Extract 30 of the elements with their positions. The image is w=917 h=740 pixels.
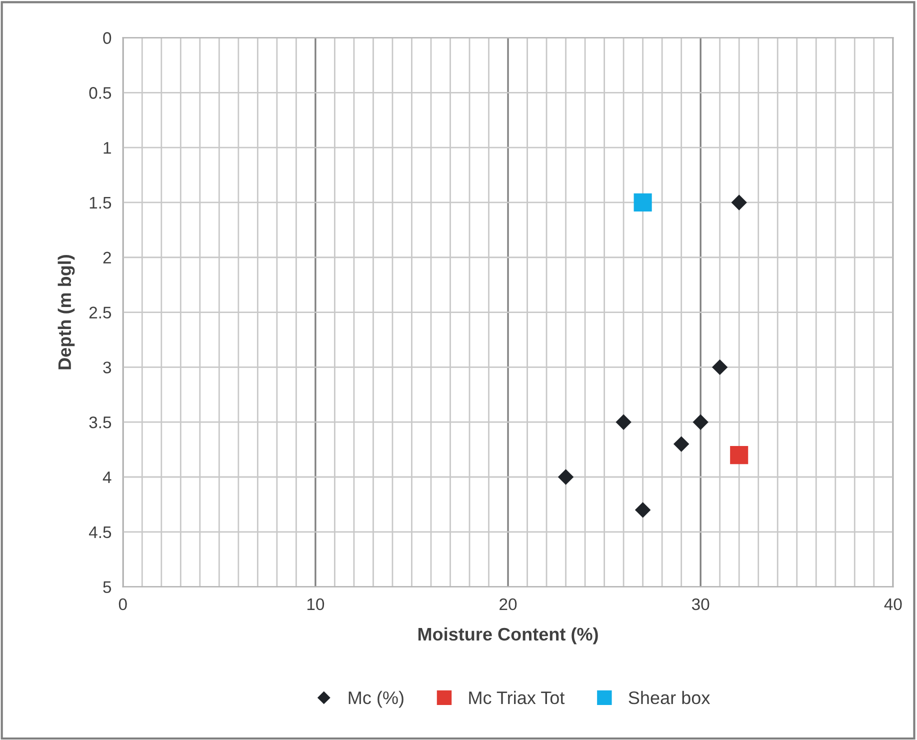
- point: [732, 194, 747, 210]
- x-tick-label: 0: [118, 598, 127, 610]
- y-tick-label: 4.5: [88, 526, 112, 538]
- x-tick-label: 30: [692, 598, 710, 610]
- y-tick-label: 0: [103, 32, 112, 44]
- y-tick-label: 4: [102, 472, 112, 484]
- legend-label: Mc Triax Tot: [469, 690, 565, 704]
- y-tick-label: 0.5: [89, 87, 112, 99]
- x-tick-label: 20: [500, 598, 517, 610]
- y-tick-label: 1.5: [90, 197, 112, 209]
- x-tick-label: 10: [307, 598, 324, 610]
- point: [693, 414, 708, 430]
- point: [634, 193, 652, 212]
- y-tick-label: 3.5: [89, 416, 112, 428]
- y-tick-label: 5: [103, 581, 112, 594]
- y-tick-label: 3: [103, 362, 112, 374]
- point: [674, 436, 689, 452]
- legend-label: Shear box: [628, 690, 710, 704]
- y-tick-label: 1: [104, 142, 111, 154]
- legend-label: Mc (%): [348, 690, 404, 708]
- point: [616, 414, 632, 430]
- point: [635, 502, 650, 518]
- point: [712, 360, 728, 375]
- y-axis-title: Depth (m bgl): [58, 255, 75, 370]
- y-tick-label: 2.5: [89, 306, 112, 318]
- point: [730, 446, 748, 464]
- point: [558, 469, 574, 485]
- x-axis-title: Moisture Content (%): [418, 627, 598, 644]
- y-tick-label: 2: [103, 252, 111, 264]
- x-tick-label: 40: [884, 598, 902, 610]
